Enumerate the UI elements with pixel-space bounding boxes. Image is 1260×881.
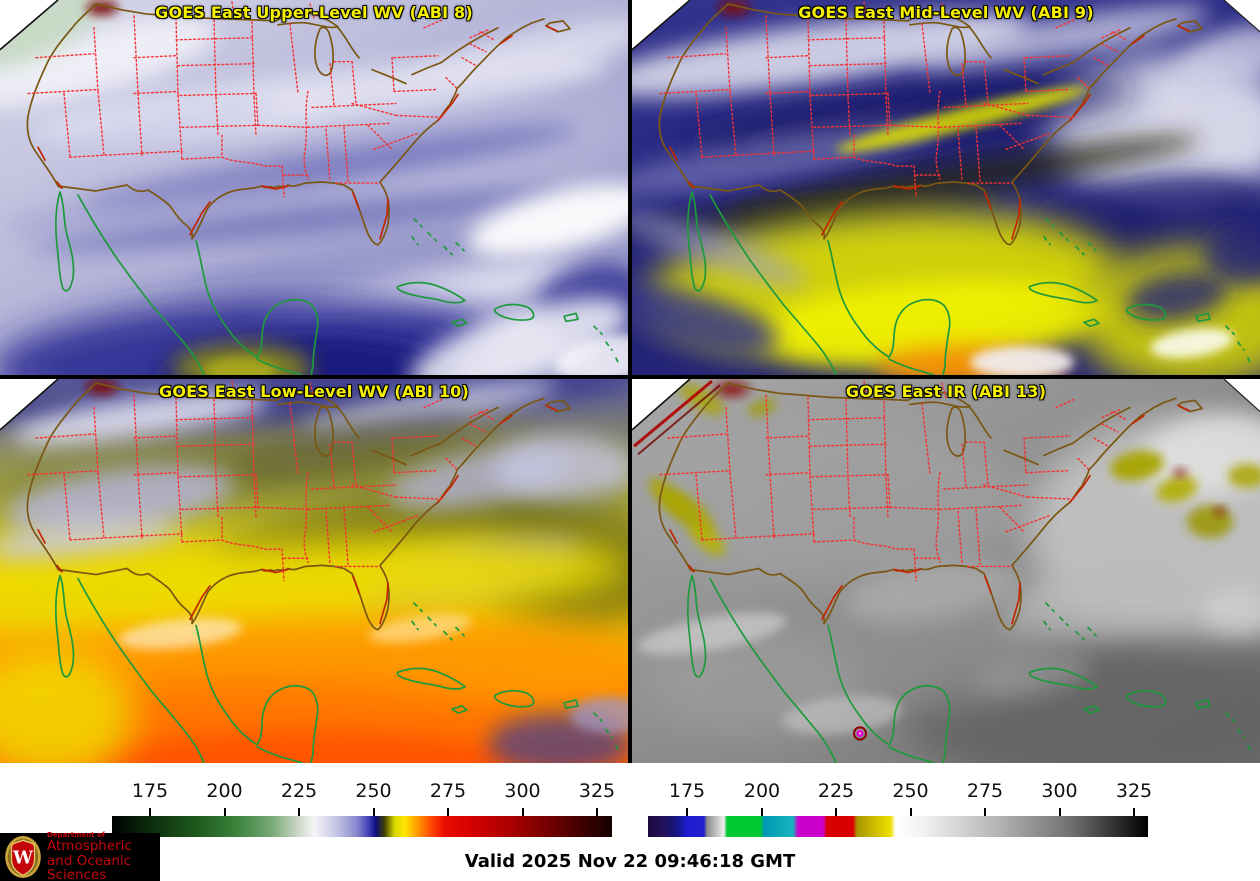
colorbar-tick bbox=[835, 808, 837, 816]
colorbar-tick-label: 300 bbox=[1041, 780, 1078, 802]
colorbar-tick bbox=[1133, 808, 1135, 816]
uw-aos-logo: W Department of Atmospheric and Oceanic … bbox=[0, 831, 160, 881]
colorbar-tick bbox=[596, 808, 598, 816]
colorbar-tick bbox=[686, 808, 688, 816]
satellite-quad-grid: GOES East Upper-Level WV (ABI 8) bbox=[0, 0, 1260, 763]
colorbar-tick-label: 275 bbox=[966, 780, 1004, 802]
colorbar-tick-label: 325 bbox=[578, 780, 616, 802]
panel-title-abi13: GOES East IR (ABI 13) bbox=[845, 382, 1047, 401]
logo-oceanic-sciences: and Oceanic Sciences bbox=[47, 852, 132, 881]
uw-crest-icon: W bbox=[5, 836, 41, 878]
colorbar-tick bbox=[1058, 808, 1061, 816]
colorbar-tick bbox=[909, 808, 912, 816]
logo-department-of: Department of bbox=[47, 831, 105, 840]
panel-title-abi9: GOES East Mid-Level WV (ABI 9) bbox=[798, 3, 1094, 22]
panel-ir: GOES East IR (ABI 13) bbox=[632, 379, 1260, 763]
colorbar-tick bbox=[298, 808, 300, 816]
colorbar-tick-label: 325 bbox=[1115, 780, 1153, 802]
logo-text: Department of Atmospheric and Oceanic Sc… bbox=[47, 831, 160, 881]
cold-overshoot-marker bbox=[853, 726, 867, 741]
upper-level-wv-imagery bbox=[0, 0, 628, 375]
colorbar-wv-gradient-strip bbox=[112, 816, 612, 837]
panel-upper-level-wv: GOES East Upper-Level WV (ABI 8) bbox=[0, 0, 628, 375]
panel-title-abi8: GOES East Upper-Level WV (ABI 8) bbox=[155, 3, 473, 22]
colorbar-ir-ticks bbox=[648, 808, 1148, 816]
panel-title-abi10: GOES East Low-Level WV (ABI 10) bbox=[158, 382, 469, 401]
colorbar-tick bbox=[223, 808, 226, 816]
colorbar-tick-label: 225 bbox=[817, 780, 855, 802]
colorbar-ir-labels: 175 200 225 250 275 300 325 bbox=[648, 780, 1152, 804]
colorbar-tick-label: 275 bbox=[429, 780, 467, 802]
panel-mid-level-wv: GOES East Mid-Level WV (ABI 9) bbox=[632, 0, 1260, 375]
colorbar-tick-label: 225 bbox=[280, 780, 318, 802]
colorbar-ir: 175 200 225 250 275 300 325 bbox=[648, 780, 1152, 838]
mid-level-wv-imagery bbox=[632, 0, 1260, 375]
colorbar-tick bbox=[521, 808, 524, 816]
colorbar-tick bbox=[761, 808, 763, 816]
low-level-wv-imagery bbox=[0, 379, 628, 763]
colorbar-tick-label: 200 bbox=[743, 780, 781, 802]
colorbar-tick bbox=[984, 808, 986, 816]
colorbar-tick-label: 200 bbox=[206, 780, 243, 802]
colorbar-tick bbox=[372, 808, 375, 816]
colorbar-tick-label: 250 bbox=[892, 780, 929, 802]
colorbar-tick bbox=[447, 808, 449, 816]
colorbar-tick bbox=[149, 808, 151, 816]
colorbar-wv-ticks bbox=[112, 808, 612, 816]
colorbar-tick-label: 300 bbox=[504, 780, 541, 802]
panel-low-level-wv: GOES East Low-Level WV (ABI 10) bbox=[0, 379, 628, 763]
svg-text:W: W bbox=[12, 847, 34, 868]
colorbar-tick-label: 250 bbox=[355, 780, 392, 802]
colorbar-wv: 175 200 225 250 275 300 325 bbox=[112, 780, 616, 838]
ir-imagery bbox=[632, 379, 1260, 763]
colorbar-tick-label: 175 bbox=[131, 780, 169, 802]
logo-atmospheric: Atmospheric bbox=[47, 838, 132, 855]
colorbar-wv-labels: 175 200 225 250 275 300 325 bbox=[112, 780, 616, 804]
colorbar-tick-label: 175 bbox=[668, 780, 706, 802]
colorbar-ir-gradient-strip bbox=[648, 816, 1148, 837]
valid-time: Valid 2025 Nov 22 09:46:18 GMT bbox=[464, 851, 796, 872]
